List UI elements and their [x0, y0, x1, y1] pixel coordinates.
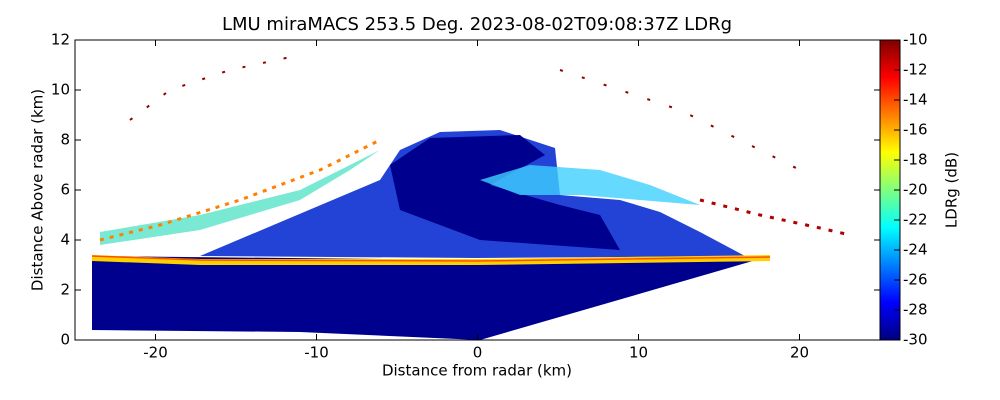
radar-field [91, 54, 851, 340]
x-tick-label: -20 [143, 344, 168, 362]
field-edge [480, 165, 700, 205]
field-core [390, 135, 620, 250]
colorbar-tick-label: -22 [903, 211, 928, 229]
field-scatter [129, 54, 301, 121]
colorbar-label: LDRg (dB) [943, 152, 961, 228]
colorbar-tick-label: -12 [903, 61, 928, 79]
y-tick-label: 2 [60, 281, 70, 299]
y-tick-label: 10 [51, 81, 70, 99]
field-edge [99, 138, 381, 242]
colorbar-tick-label: -30 [903, 331, 928, 349]
x-tick-label: 0 [473, 344, 483, 362]
colorbar-tick-label: -16 [903, 121, 928, 139]
x-tick-label: -10 [304, 344, 329, 362]
x-tick-label: 20 [790, 344, 809, 362]
y-tick-label: 0 [60, 331, 70, 349]
y-tick-label: 4 [60, 231, 70, 249]
colorbar-tick-label: -24 [903, 241, 928, 259]
field-scatter [559, 69, 801, 171]
y-axis-label: Distance Above radar (km) [29, 89, 47, 291]
colorbar-tick-label: -28 [903, 301, 928, 319]
melting-layer [91, 255, 771, 262]
field-edge [699, 198, 851, 237]
chart-title: LMU miraMACS 253.5 Deg. 2023-08-02T09:08… [222, 14, 732, 35]
y-tick-label: 6 [60, 181, 70, 199]
colorbar-tick-label: -26 [903, 271, 928, 289]
colorbar-tick-label: -10 [903, 31, 928, 49]
melting-layer [91, 255, 771, 265]
colorbar-tick-label: -20 [903, 181, 928, 199]
x-tick-label: 10 [629, 344, 648, 362]
colorbar-tick-label: -18 [903, 151, 928, 169]
field-low [92, 256, 770, 340]
y-tick-label: 12 [51, 31, 70, 49]
y-tick-label: 8 [60, 131, 70, 149]
x-axis-label: Distance from radar (km) [382, 362, 572, 380]
colorbar-tick-label: -14 [903, 91, 928, 109]
